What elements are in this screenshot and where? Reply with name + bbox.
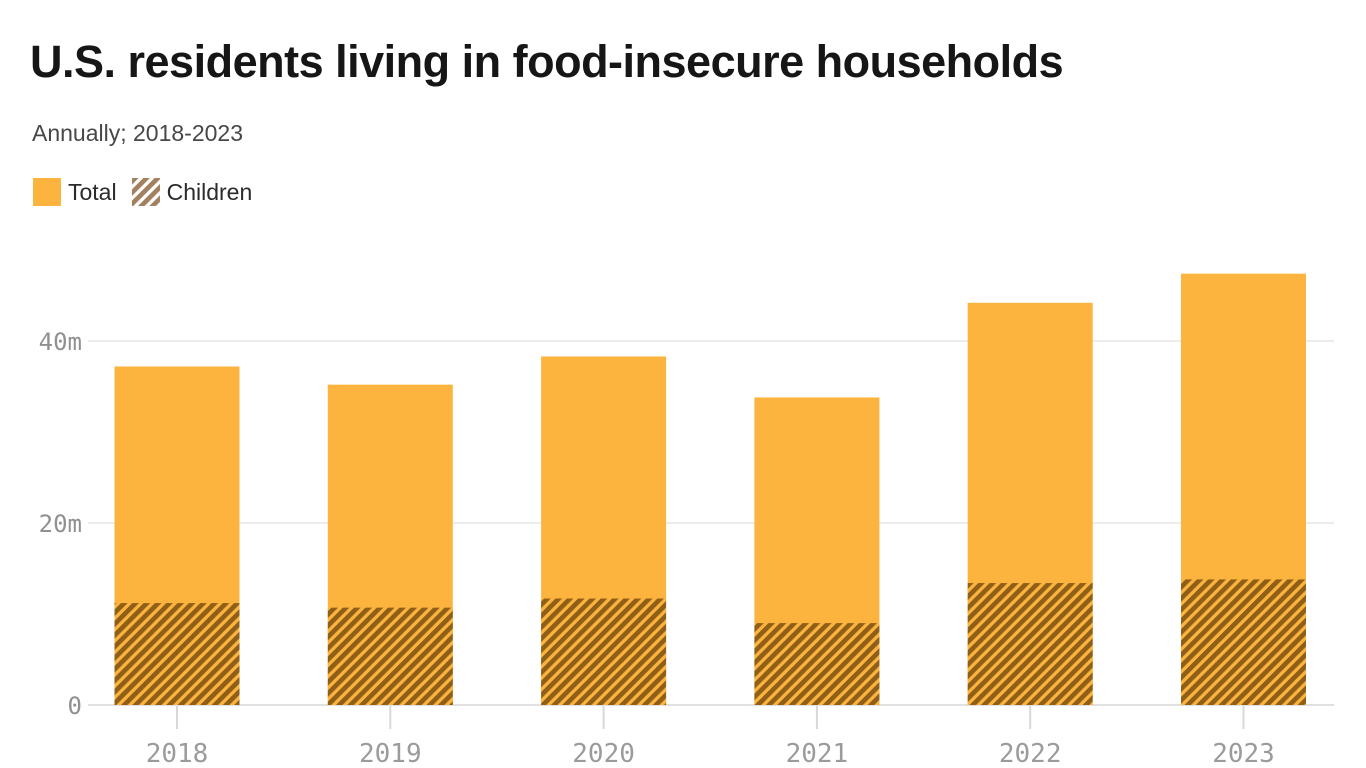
x-axis-label-2019: 2019 — [359, 739, 422, 768]
bar-children-2018 — [114, 603, 240, 705]
legend-item-children: Children — [131, 178, 253, 206]
legend-item-total: Total — [33, 178, 117, 206]
legend-label-total: Total — [68, 178, 117, 205]
y-axis-label-0: 0 — [68, 692, 82, 720]
bars — [114, 273, 1306, 705]
axis-labels: 0 20m 40m 2018 2019 2020 2021 2022 2023 — [39, 328, 1275, 768]
y-axis-label-20: 20m — [39, 510, 82, 538]
x-axis-label-2021: 2021 — [786, 739, 849, 768]
page-subtitle: Annually; 2018-2023 — [32, 120, 243, 146]
bar-children-2021 — [754, 623, 880, 705]
page-title: U.S. residents living in food-insecure h… — [30, 36, 1064, 87]
y-axis-label-40: 40m — [39, 328, 82, 356]
x-axis-label-2023: 2023 — [1212, 739, 1275, 768]
x-axis-label-2022: 2022 — [999, 739, 1062, 768]
bar-children-2020 — [541, 598, 667, 705]
legend-label-children: Children — [166, 178, 253, 205]
total-swatch-icon — [33, 178, 61, 206]
gridlines — [88, 340, 1334, 706]
bar-children-2019 — [327, 607, 453, 705]
bar-children-2023 — [1181, 579, 1306, 705]
x-axis-label-2020: 2020 — [572, 739, 635, 768]
bar-children-2022 — [967, 583, 1093, 705]
x-axis-label-2018: 2018 — [146, 739, 209, 768]
chart-legend: Total Children — [33, 178, 252, 206]
children-hatch-swatch-icon — [131, 178, 160, 206]
